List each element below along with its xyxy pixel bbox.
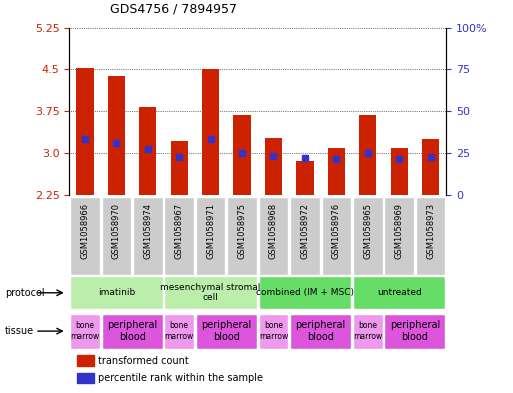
Bar xyxy=(196,196,225,275)
Text: GSM1058965: GSM1058965 xyxy=(363,203,372,259)
Text: peripheral
blood: peripheral blood xyxy=(295,320,346,342)
Text: GSM1058974: GSM1058974 xyxy=(143,203,152,259)
Bar xyxy=(359,115,377,195)
Bar xyxy=(139,107,156,195)
Bar xyxy=(70,314,100,349)
Text: GSM1058971: GSM1058971 xyxy=(206,203,215,259)
Text: combined (IM + MSC): combined (IM + MSC) xyxy=(256,288,354,297)
Text: imatinib: imatinib xyxy=(98,288,135,297)
Text: GSM1058969: GSM1058969 xyxy=(394,203,404,259)
Text: GSM1058976: GSM1058976 xyxy=(332,203,341,259)
Text: GSM1058970: GSM1058970 xyxy=(112,203,121,259)
Bar xyxy=(133,196,163,275)
Bar xyxy=(102,314,163,349)
Bar xyxy=(227,196,257,275)
Bar xyxy=(328,148,345,195)
Text: GDS4756 / 7894957: GDS4756 / 7894957 xyxy=(110,3,238,16)
Text: GSM1058975: GSM1058975 xyxy=(238,203,247,259)
Text: GSM1058968: GSM1058968 xyxy=(269,203,278,259)
Text: protocol: protocol xyxy=(5,288,45,298)
Text: bone
marrow: bone marrow xyxy=(70,321,100,341)
Text: bone
marrow: bone marrow xyxy=(259,321,288,341)
Text: peripheral
blood: peripheral blood xyxy=(107,320,157,342)
Bar xyxy=(165,276,257,309)
Bar xyxy=(165,314,194,349)
Bar xyxy=(422,139,439,195)
Bar xyxy=(196,314,257,349)
Bar xyxy=(76,68,93,195)
Text: peripheral
blood: peripheral blood xyxy=(390,320,440,342)
Text: mesenchymal stromal
cell: mesenchymal stromal cell xyxy=(161,283,261,303)
Bar xyxy=(259,196,288,275)
Bar xyxy=(322,196,351,275)
Text: untreated: untreated xyxy=(377,288,422,297)
Bar xyxy=(259,276,351,309)
Text: percentile rank within the sample: percentile rank within the sample xyxy=(97,373,263,383)
Bar xyxy=(70,196,100,275)
Bar xyxy=(384,196,414,275)
Bar xyxy=(297,161,313,195)
Bar xyxy=(102,196,131,275)
Bar xyxy=(259,314,288,349)
Bar xyxy=(70,276,163,309)
Bar xyxy=(233,115,251,195)
Bar xyxy=(416,196,445,275)
Bar xyxy=(390,148,408,195)
Bar xyxy=(353,276,445,309)
Bar xyxy=(290,196,320,275)
Bar xyxy=(384,314,445,349)
Text: bone
marrow: bone marrow xyxy=(165,321,194,341)
Bar xyxy=(77,355,94,366)
Text: peripheral
blood: peripheral blood xyxy=(201,320,251,342)
Bar xyxy=(353,314,383,349)
Bar xyxy=(171,141,188,195)
Bar xyxy=(202,69,219,195)
Bar xyxy=(265,138,282,195)
Bar xyxy=(290,314,351,349)
Text: bone
marrow: bone marrow xyxy=(353,321,382,341)
Text: GSM1058967: GSM1058967 xyxy=(175,203,184,259)
Text: GSM1058973: GSM1058973 xyxy=(426,203,435,259)
Text: GSM1058966: GSM1058966 xyxy=(81,203,89,259)
Bar xyxy=(77,373,94,384)
Text: tissue: tissue xyxy=(5,326,34,336)
Bar xyxy=(353,196,383,275)
Text: GSM1058972: GSM1058972 xyxy=(301,203,309,259)
Text: transformed count: transformed count xyxy=(97,356,188,366)
Bar xyxy=(165,196,194,275)
Bar xyxy=(108,76,125,195)
